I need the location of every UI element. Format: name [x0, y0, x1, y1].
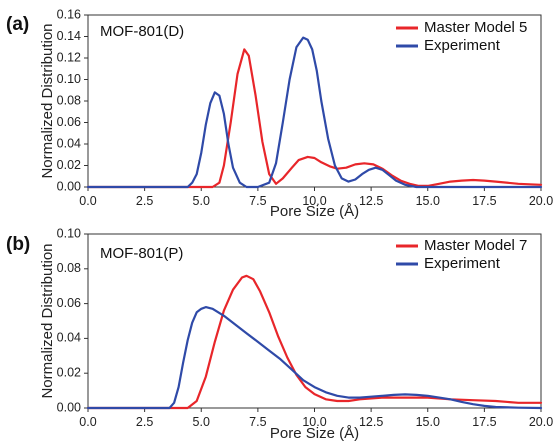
panel-label: (a)	[6, 14, 29, 35]
y-tick-label: 0.06	[57, 115, 81, 129]
legend-label-experiment: Experiment	[424, 37, 501, 54]
y-tick-label: 0.00	[57, 179, 81, 193]
y-tick-label: 0.14	[57, 29, 81, 43]
x-tick-label: 10.0	[302, 194, 326, 208]
chart-panel-a: 0.0 2.5 5.0 7.5 10.0 12.5 15.0 17.5 20.0 0.00 0.02…	[6, 7, 553, 220]
x-tick-label: 12.5	[359, 194, 383, 208]
y-tick-label: 0.08	[57, 261, 81, 275]
x-tick-label: 2.5	[136, 415, 153, 429]
x-axis-label: Pore Size (Å)	[270, 203, 359, 220]
y-tick-label: 0.10	[57, 226, 81, 240]
x-tick-label: 0.0	[79, 194, 96, 208]
x-tick-label: 12.5	[359, 415, 383, 429]
legend-label-model: Master Model 5	[424, 19, 527, 36]
y-tick-label: 0.12	[57, 50, 81, 64]
x-tick-label: 15.0	[416, 194, 440, 208]
legend-label-model: Master Model 7	[424, 237, 527, 254]
series-line-experiment	[86, 36, 543, 189]
x-tick-label: 0.0	[79, 415, 96, 429]
y-tick-label: 0.16	[57, 7, 81, 21]
y-tick-label: 0.00	[57, 400, 81, 414]
panel-title: MOF-801(D)	[100, 23, 184, 40]
series-line-experiment	[86, 306, 543, 410]
y-tick-label: 0.06	[57, 296, 81, 310]
y-tick-label: 0.10	[57, 72, 81, 86]
panel-label: (b)	[6, 234, 30, 255]
series-line-model	[86, 48, 543, 189]
x-tick-label: 5.0	[193, 194, 210, 208]
y-tick-label: 0.02	[57, 365, 81, 379]
x-tick-label: 2.5	[136, 194, 153, 208]
y-tick-label: 0.02	[57, 158, 81, 172]
x-tick-label: 17.5	[472, 415, 496, 429]
x-tick-label: 5.0	[193, 415, 210, 429]
x-tick-label: 7.5	[249, 194, 266, 208]
legend-label-experiment: Experiment	[424, 255, 501, 272]
x-tick-label: 15.0	[416, 415, 440, 429]
y-axis-label: Normalized Distribution	[39, 23, 56, 178]
y-tick-label: 0.04	[57, 136, 81, 150]
y-tick-label: 0.08	[57, 93, 81, 107]
y-axis-label: Normalized Distribution	[39, 243, 56, 398]
x-tick-label: 20.0	[529, 194, 553, 208]
x-tick-label: 17.5	[472, 194, 496, 208]
y-tick-label: 0.04	[57, 331, 81, 345]
x-axis-label: Pore Size (Å)	[270, 425, 359, 442]
panel-title: MOF-801(P)	[100, 245, 183, 262]
chart-panel-b: 0.0 2.5 5.0 7.5 10.0 12.5 15.0 17.5 20.0 0.00 0.02…	[6, 226, 553, 442]
x-tick-label: 7.5	[249, 415, 266, 429]
x-tick-label: 20.0	[529, 415, 553, 429]
x-tick-label: 10.0	[302, 415, 326, 429]
